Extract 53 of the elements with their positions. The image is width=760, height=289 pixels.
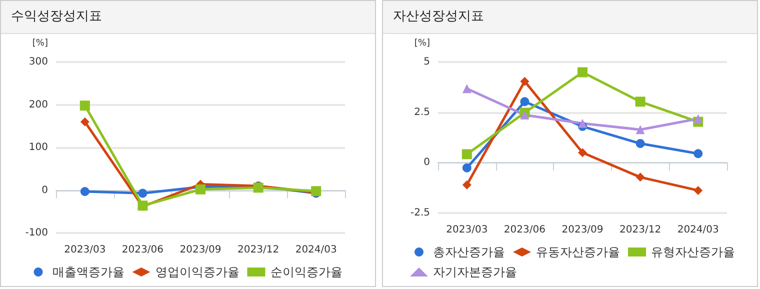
legend-label: 영업이익증가율 <box>155 265 240 279</box>
y-tick-label: 100 <box>28 142 48 153</box>
chart-title: 수익성장성지표 <box>1 1 375 34</box>
point <box>80 100 90 111</box>
point <box>578 118 587 128</box>
x-tick-label: 2023/12 <box>238 244 280 256</box>
point <box>80 187 90 196</box>
legend-label: 유동자산증가율 <box>536 245 620 259</box>
point <box>462 163 472 172</box>
chart-title: 자산성장성지표 <box>383 1 757 34</box>
y-tick-label: 0 <box>424 157 430 168</box>
point <box>694 149 703 158</box>
x-tick-label: 2023/06 <box>504 224 546 236</box>
point <box>635 96 646 107</box>
x-tick-label: 2023/09 <box>562 224 604 236</box>
x-tick-label: 2023/06 <box>122 244 164 256</box>
point <box>462 180 472 190</box>
x-tick-label: 2023/09 <box>180 244 222 256</box>
point <box>520 76 530 86</box>
point <box>694 186 703 195</box>
x-tick-label: 2024/03 <box>677 224 719 236</box>
point <box>80 117 90 126</box>
point <box>520 97 530 106</box>
point <box>138 188 148 198</box>
point <box>520 110 530 120</box>
point <box>578 67 588 78</box>
point <box>636 172 645 182</box>
point <box>636 139 645 148</box>
legend-label: 순이익증가율 <box>270 265 342 279</box>
point <box>636 125 645 134</box>
x-tick-label: 2024/03 <box>295 244 337 256</box>
y-tick-label: -100 <box>25 228 48 238</box>
point <box>578 148 587 158</box>
x-tick-label: 2023/12 <box>620 224 662 236</box>
y-tick-label: -2.5 <box>410 208 430 218</box>
y-tick-label: 200 <box>28 99 48 110</box>
point <box>694 114 703 124</box>
legend-label: 매출액증가율 <box>52 265 124 279</box>
y-axis-title: [%] <box>414 38 430 48</box>
y-tick-label: 0 <box>42 184 48 196</box>
legend-label: 총자산증가율 <box>433 245 505 259</box>
x-tick-label: 2023/03 <box>446 224 488 236</box>
y-axis-title: [%] <box>32 38 48 48</box>
point <box>253 182 264 193</box>
y-tick-label: 300 <box>28 56 48 68</box>
legend-label: 자기자본증가율 <box>433 265 517 279</box>
y-tick-label: 2.5 <box>414 106 430 118</box>
point <box>462 84 472 94</box>
legend-label: 유형자산증가율 <box>651 245 735 259</box>
y-tick-label: 5 <box>424 56 430 68</box>
x-tick-label: 2023/03 <box>64 244 106 256</box>
point <box>462 149 472 160</box>
point <box>196 184 206 194</box>
